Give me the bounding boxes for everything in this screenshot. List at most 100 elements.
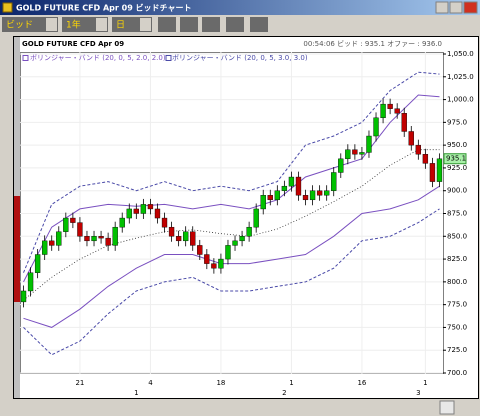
month-label: 1 — [134, 389, 138, 397]
tool-button[interactable] — [158, 17, 176, 32]
scrollbar[interactable] — [0, 400, 480, 415]
y-tick-label: 975.0 — [447, 118, 467, 126]
candle-body — [211, 263, 217, 269]
y-tick-label: 1,050.0 — [447, 50, 474, 58]
candle-body — [366, 135, 372, 153]
candle-body — [126, 208, 132, 219]
y-tick-label: 725.0 — [447, 346, 467, 354]
maximize-button[interactable] — [449, 1, 463, 14]
last-price-box — [443, 153, 467, 165]
candle-body — [98, 236, 104, 239]
candle-body — [168, 226, 175, 237]
candle-body — [105, 237, 111, 246]
candle-body — [415, 144, 421, 155]
y-tick-label: 950.0 — [447, 141, 467, 149]
candle-body — [246, 226, 252, 237]
candle-body — [267, 195, 273, 201]
candle-body — [197, 245, 203, 255]
candle-body — [77, 222, 83, 237]
candle-body — [288, 176, 295, 187]
title-bar — [0, 0, 480, 15]
legend-entry: ボリンジャー・バンド (20, 0, 5, 2.0, 2.0) — [30, 54, 166, 62]
band-lower — [23, 185, 440, 328]
chart-title: GOLD FUTURE CFD Apr 09 — [22, 40, 124, 48]
candle-body — [380, 103, 386, 118]
tool-buttons — [158, 17, 268, 32]
y-tick-label: 850.0 — [447, 232, 467, 240]
close-button[interactable] — [463, 1, 478, 14]
app-icon — [2, 2, 13, 13]
price-type-dropdown[interactable] — [2, 17, 58, 32]
candle-body — [225, 245, 231, 260]
tool-button[interactable] — [180, 17, 198, 32]
candle-body — [20, 290, 27, 303]
minimize-button[interactable] — [435, 1, 449, 14]
interval: 日 — [116, 20, 125, 31]
chart-panel — [13, 36, 479, 399]
dropdown-arrow[interactable] — [46, 18, 57, 31]
candle-body — [345, 149, 351, 160]
candle-body — [112, 226, 118, 246]
price-type: ビッド — [6, 20, 33, 31]
candle-body — [34, 254, 41, 273]
band-lower — [23, 208, 440, 356]
status-text: 00:54:06 ビッド : 935.1 オファー : 936.0 — [303, 39, 442, 48]
side-handle[interactable] — [14, 196, 20, 302]
y-tick-label: 800.0 — [447, 278, 467, 286]
candle-body — [394, 108, 400, 114]
candle-body — [281, 185, 288, 191]
candle-body — [295, 176, 302, 196]
candle-body — [183, 231, 189, 242]
x-tick-label: 4 — [148, 379, 153, 387]
candle-body — [56, 231, 62, 246]
candle-body — [436, 158, 443, 182]
dropdown-arrow[interactable] — [96, 18, 107, 31]
x-tick-label: 16 — [357, 379, 366, 387]
month-label: 2 — [282, 389, 286, 397]
candle-body — [161, 217, 168, 228]
candle-body — [154, 208, 161, 219]
candle-body — [373, 117, 379, 137]
legend-icon — [165, 55, 172, 61]
y-tick-label: 700.0 — [447, 369, 467, 377]
candle-body — [190, 231, 196, 246]
y-tick-label: 1,025.0 — [447, 73, 474, 81]
window-title: GOLD FUTURE CFD Apr 09 ビッドチャート — [16, 3, 191, 13]
tool-button[interactable] — [202, 17, 220, 32]
candle-body — [175, 236, 182, 242]
candle-body — [331, 172, 337, 191]
candle-body — [147, 204, 154, 210]
period: 1年 — [66, 19, 81, 31]
x-tick-label: 1 — [289, 379, 293, 387]
tool-button[interactable] — [250, 17, 268, 32]
candle-body — [338, 158, 344, 173]
candle-body — [49, 240, 55, 246]
tool-button[interactable] — [226, 17, 244, 32]
candle-body — [232, 240, 238, 246]
candle-body — [309, 190, 316, 201]
candle-body — [401, 113, 407, 132]
legend-entry: ボリンジャー・バンド (20, 0, 5, 3.0, 3.0) — [172, 54, 308, 62]
candle-body — [63, 217, 69, 232]
y-tick-label: 875.0 — [447, 210, 467, 218]
axes: 700.0 725.0 750.0 775.0 800.0 825.0 850.0 875.0… — [22, 50, 474, 397]
last-price-label: 935.1 — [446, 155, 466, 163]
y-tick-label: 750.0 — [447, 323, 467, 331]
candle-body — [324, 190, 330, 196]
scroll-thumb[interactable] — [439, 400, 455, 415]
candle-body — [359, 152, 365, 155]
candle-body — [91, 236, 97, 242]
candle-body — [27, 272, 34, 292]
y-tick-label: 825.0 — [447, 255, 467, 263]
candle-body — [429, 163, 436, 182]
candle-body — [140, 204, 147, 214]
month-label: 3 — [416, 389, 420, 397]
dropdown-arrow[interactable] — [140, 18, 151, 31]
y-tick-label: 900.0 — [447, 187, 467, 195]
candle-body — [316, 190, 323, 196]
candle-body — [204, 254, 210, 264]
plot-area — [20, 52, 443, 374]
candle-body — [119, 217, 125, 228]
candle-body — [239, 236, 245, 242]
x-tick-label: 1 — [423, 379, 427, 387]
